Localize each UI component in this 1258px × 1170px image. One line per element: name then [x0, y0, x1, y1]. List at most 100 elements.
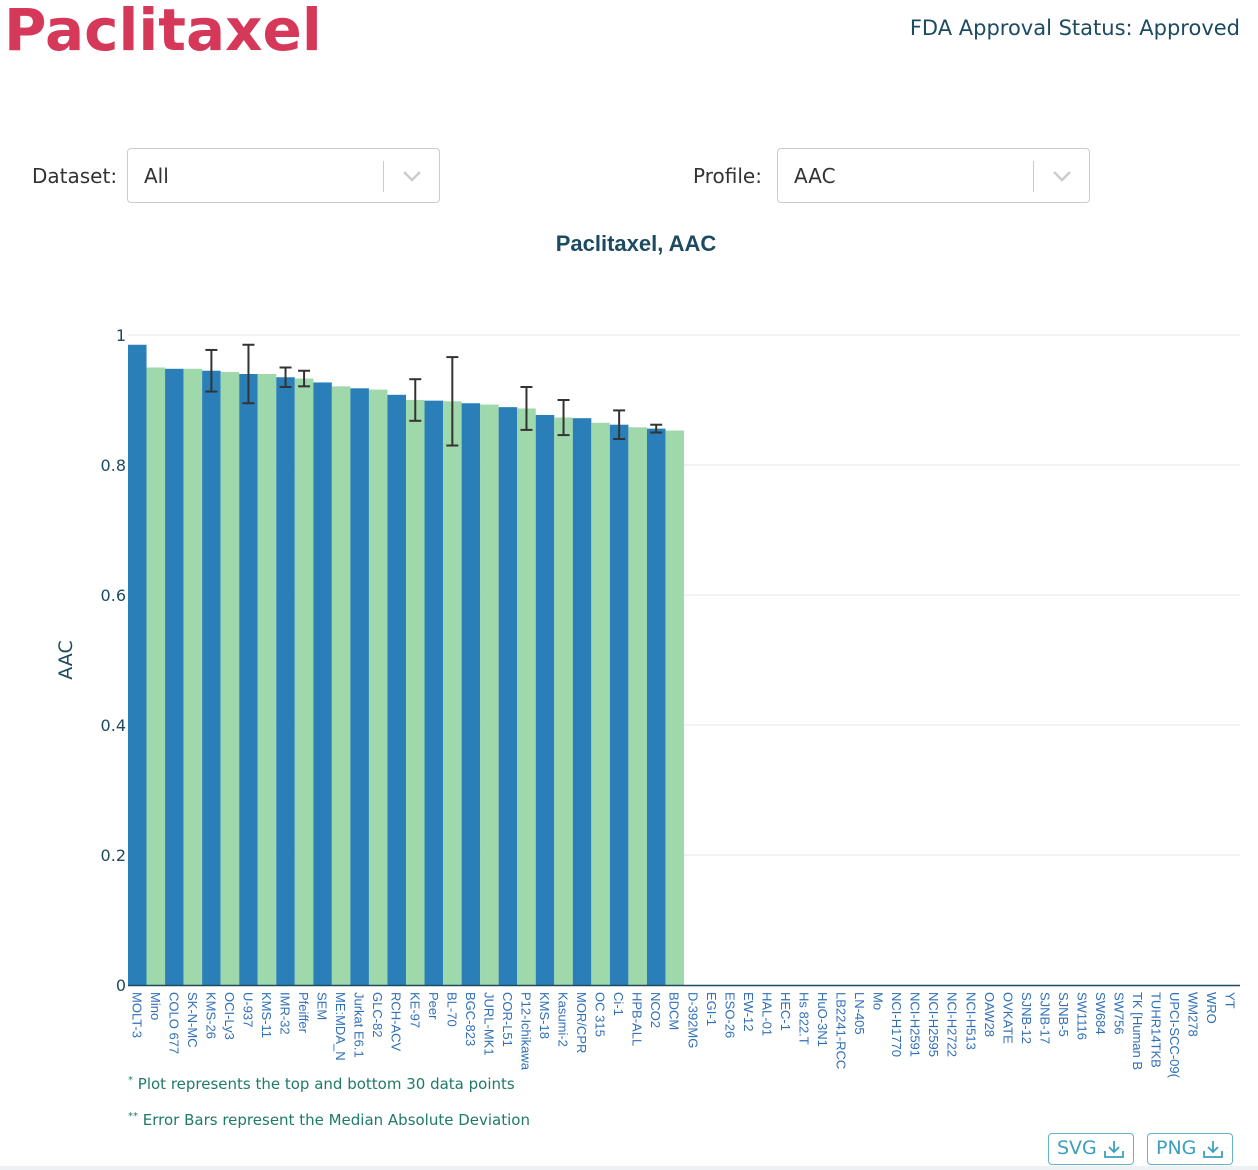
- bar: [387, 394, 406, 985]
- x-tick-label: SEM: [315, 992, 330, 1020]
- page-title: Paclitaxel: [4, 0, 322, 64]
- x-tick-label: Hs 822.T: [796, 992, 811, 1045]
- x-tick-label: HPB-ALL: [630, 992, 645, 1046]
- x-tick-label: SW756: [1112, 992, 1127, 1035]
- bar: [202, 370, 221, 985]
- x-tick-label: UPCI-SCC-09(: [1167, 992, 1182, 1079]
- profile-label: Profile:: [693, 164, 762, 188]
- dataset-select-separator: [383, 161, 384, 192]
- bar: [276, 377, 295, 985]
- error-bar: [557, 399, 570, 437]
- x-tick-label: SJNB-17: [1037, 992, 1052, 1044]
- x-tick-label: NCI-H2722: [945, 992, 960, 1057]
- chart-title: Paclitaxel, AAC: [556, 231, 717, 256]
- x-tick-label: SK-N-MC: [185, 992, 200, 1048]
- chevron-down-icon[interactable]: [401, 167, 423, 185]
- y-tick-label: 0.6: [101, 586, 126, 605]
- x-tick-label: WRO: [1204, 992, 1219, 1024]
- dataset-select[interactable]: All: [127, 148, 440, 203]
- x-tick-label: EW-12: [741, 992, 756, 1032]
- profile-select[interactable]: AAC: [777, 148, 1090, 203]
- bar: [294, 378, 314, 985]
- x-tick-label: ESO-26: [722, 992, 737, 1038]
- profile-select-separator: [1033, 161, 1034, 192]
- dataset-select-value: All: [144, 164, 169, 188]
- bar: [424, 400, 444, 985]
- fda-approval-status: FDA Approval Status: Approved: [909, 16, 1240, 40]
- x-tick-label: RCH-ACV: [389, 992, 404, 1052]
- bar: [368, 389, 388, 986]
- download-icon: [1203, 1140, 1224, 1158]
- chevron-down-icon[interactable]: [1051, 167, 1073, 185]
- note-mark: *: [128, 1075, 133, 1086]
- x-tick-label: COR-L51: [500, 992, 515, 1047]
- download-svg-button[interactable]: SVG: [1048, 1133, 1134, 1165]
- x-tick-label: SW684: [1093, 992, 1108, 1035]
- x-tick-label: HuO-3N1: [815, 992, 830, 1047]
- error-bar: [409, 378, 422, 422]
- download-svg-label: SVG: [1057, 1137, 1097, 1159]
- x-tick-label: Mino: [148, 992, 163, 1020]
- error-bar: [279, 366, 292, 388]
- note-text: Plot represents the top and bottom 30 da…: [137, 1075, 515, 1093]
- bar: [183, 368, 203, 985]
- bar: [128, 344, 147, 985]
- y-tick-label: 0.8: [101, 456, 126, 475]
- download-icon: [1103, 1140, 1124, 1158]
- x-tick-label: HAL-01: [759, 992, 774, 1036]
- bar: [165, 368, 184, 985]
- x-tick-label: LB2241-RCC: [834, 992, 849, 1069]
- x-tick-label: HEC-1: [778, 992, 793, 1031]
- error-bar: [613, 409, 626, 440]
- error-bar: [242, 343, 255, 405]
- x-tick-label: IMR-32: [278, 992, 293, 1035]
- x-tick-label: U-937: [240, 992, 255, 1027]
- x-tick-label: P12-Ichikawa: [518, 992, 533, 1071]
- x-tick-label: Mo: [871, 992, 886, 1010]
- x-tick-label: JURL-MK1: [481, 992, 496, 1056]
- bar: [628, 427, 647, 985]
- bar: [257, 374, 277, 985]
- x-tick-label: SJNB-5: [1056, 992, 1071, 1037]
- dataset-label: Dataset:: [32, 164, 118, 188]
- x-tick-label: Jurkat E6.1: [352, 992, 367, 1058]
- x-tick-label: BGC-823: [463, 992, 478, 1046]
- download-png-button[interactable]: PNG: [1147, 1133, 1234, 1165]
- bar: [443, 401, 462, 985]
- note-mark: **: [128, 1111, 138, 1122]
- x-tick-label: MOLT-3: [129, 992, 144, 1038]
- x-tick-label: D-392MG: [685, 992, 700, 1048]
- error-bar: [205, 348, 218, 393]
- x-tick-label: NCI-H1770: [889, 992, 904, 1057]
- note-text: Error Bars represent the Median Absolute…: [142, 1111, 530, 1129]
- y-tick-label: 0: [116, 976, 126, 995]
- bar: [331, 386, 351, 986]
- x-tick-label: NCI-H2595: [926, 992, 941, 1057]
- x-tick-label: OC 315: [593, 992, 608, 1037]
- x-tick-label: OCI-Ly3: [222, 992, 237, 1040]
- bar: [646, 428, 666, 986]
- profile-select-value: AAC: [794, 164, 836, 188]
- x-tick-label: KMS-11: [259, 992, 274, 1038]
- x-tick-label: EGI-1: [704, 992, 719, 1026]
- y-tick-label: 0.4: [101, 716, 126, 735]
- error-bar: [298, 369, 311, 388]
- x-tick-label: YT: [1223, 992, 1238, 1009]
- bar-chart: Paclitaxel, AAC 0 0.2 0.4 0.6 0.8 1 AAC MOLT-3 Mi…: [55, 231, 1240, 1079]
- y-tick-label: 0.2: [101, 846, 126, 865]
- bar: [554, 417, 573, 985]
- bar: [461, 403, 481, 985]
- bar: [239, 374, 258, 985]
- page-bottom-border: [0, 1166, 1258, 1170]
- bar: [609, 424, 629, 985]
- x-tick-label: SJNB-12: [1019, 992, 1034, 1044]
- x-tick-label: SW1116: [1074, 992, 1089, 1040]
- x-tick-label: Ci-1: [611, 992, 626, 1016]
- x-tick-label: TUHR14TKB: [1149, 992, 1164, 1068]
- error-bar: [446, 356, 459, 447]
- bar: [572, 418, 592, 985]
- x-tick-label: NCI-H513: [963, 992, 978, 1050]
- bar: [350, 388, 369, 985]
- x-tick-label: MOR/CPR: [574, 992, 589, 1053]
- bar: [220, 372, 240, 985]
